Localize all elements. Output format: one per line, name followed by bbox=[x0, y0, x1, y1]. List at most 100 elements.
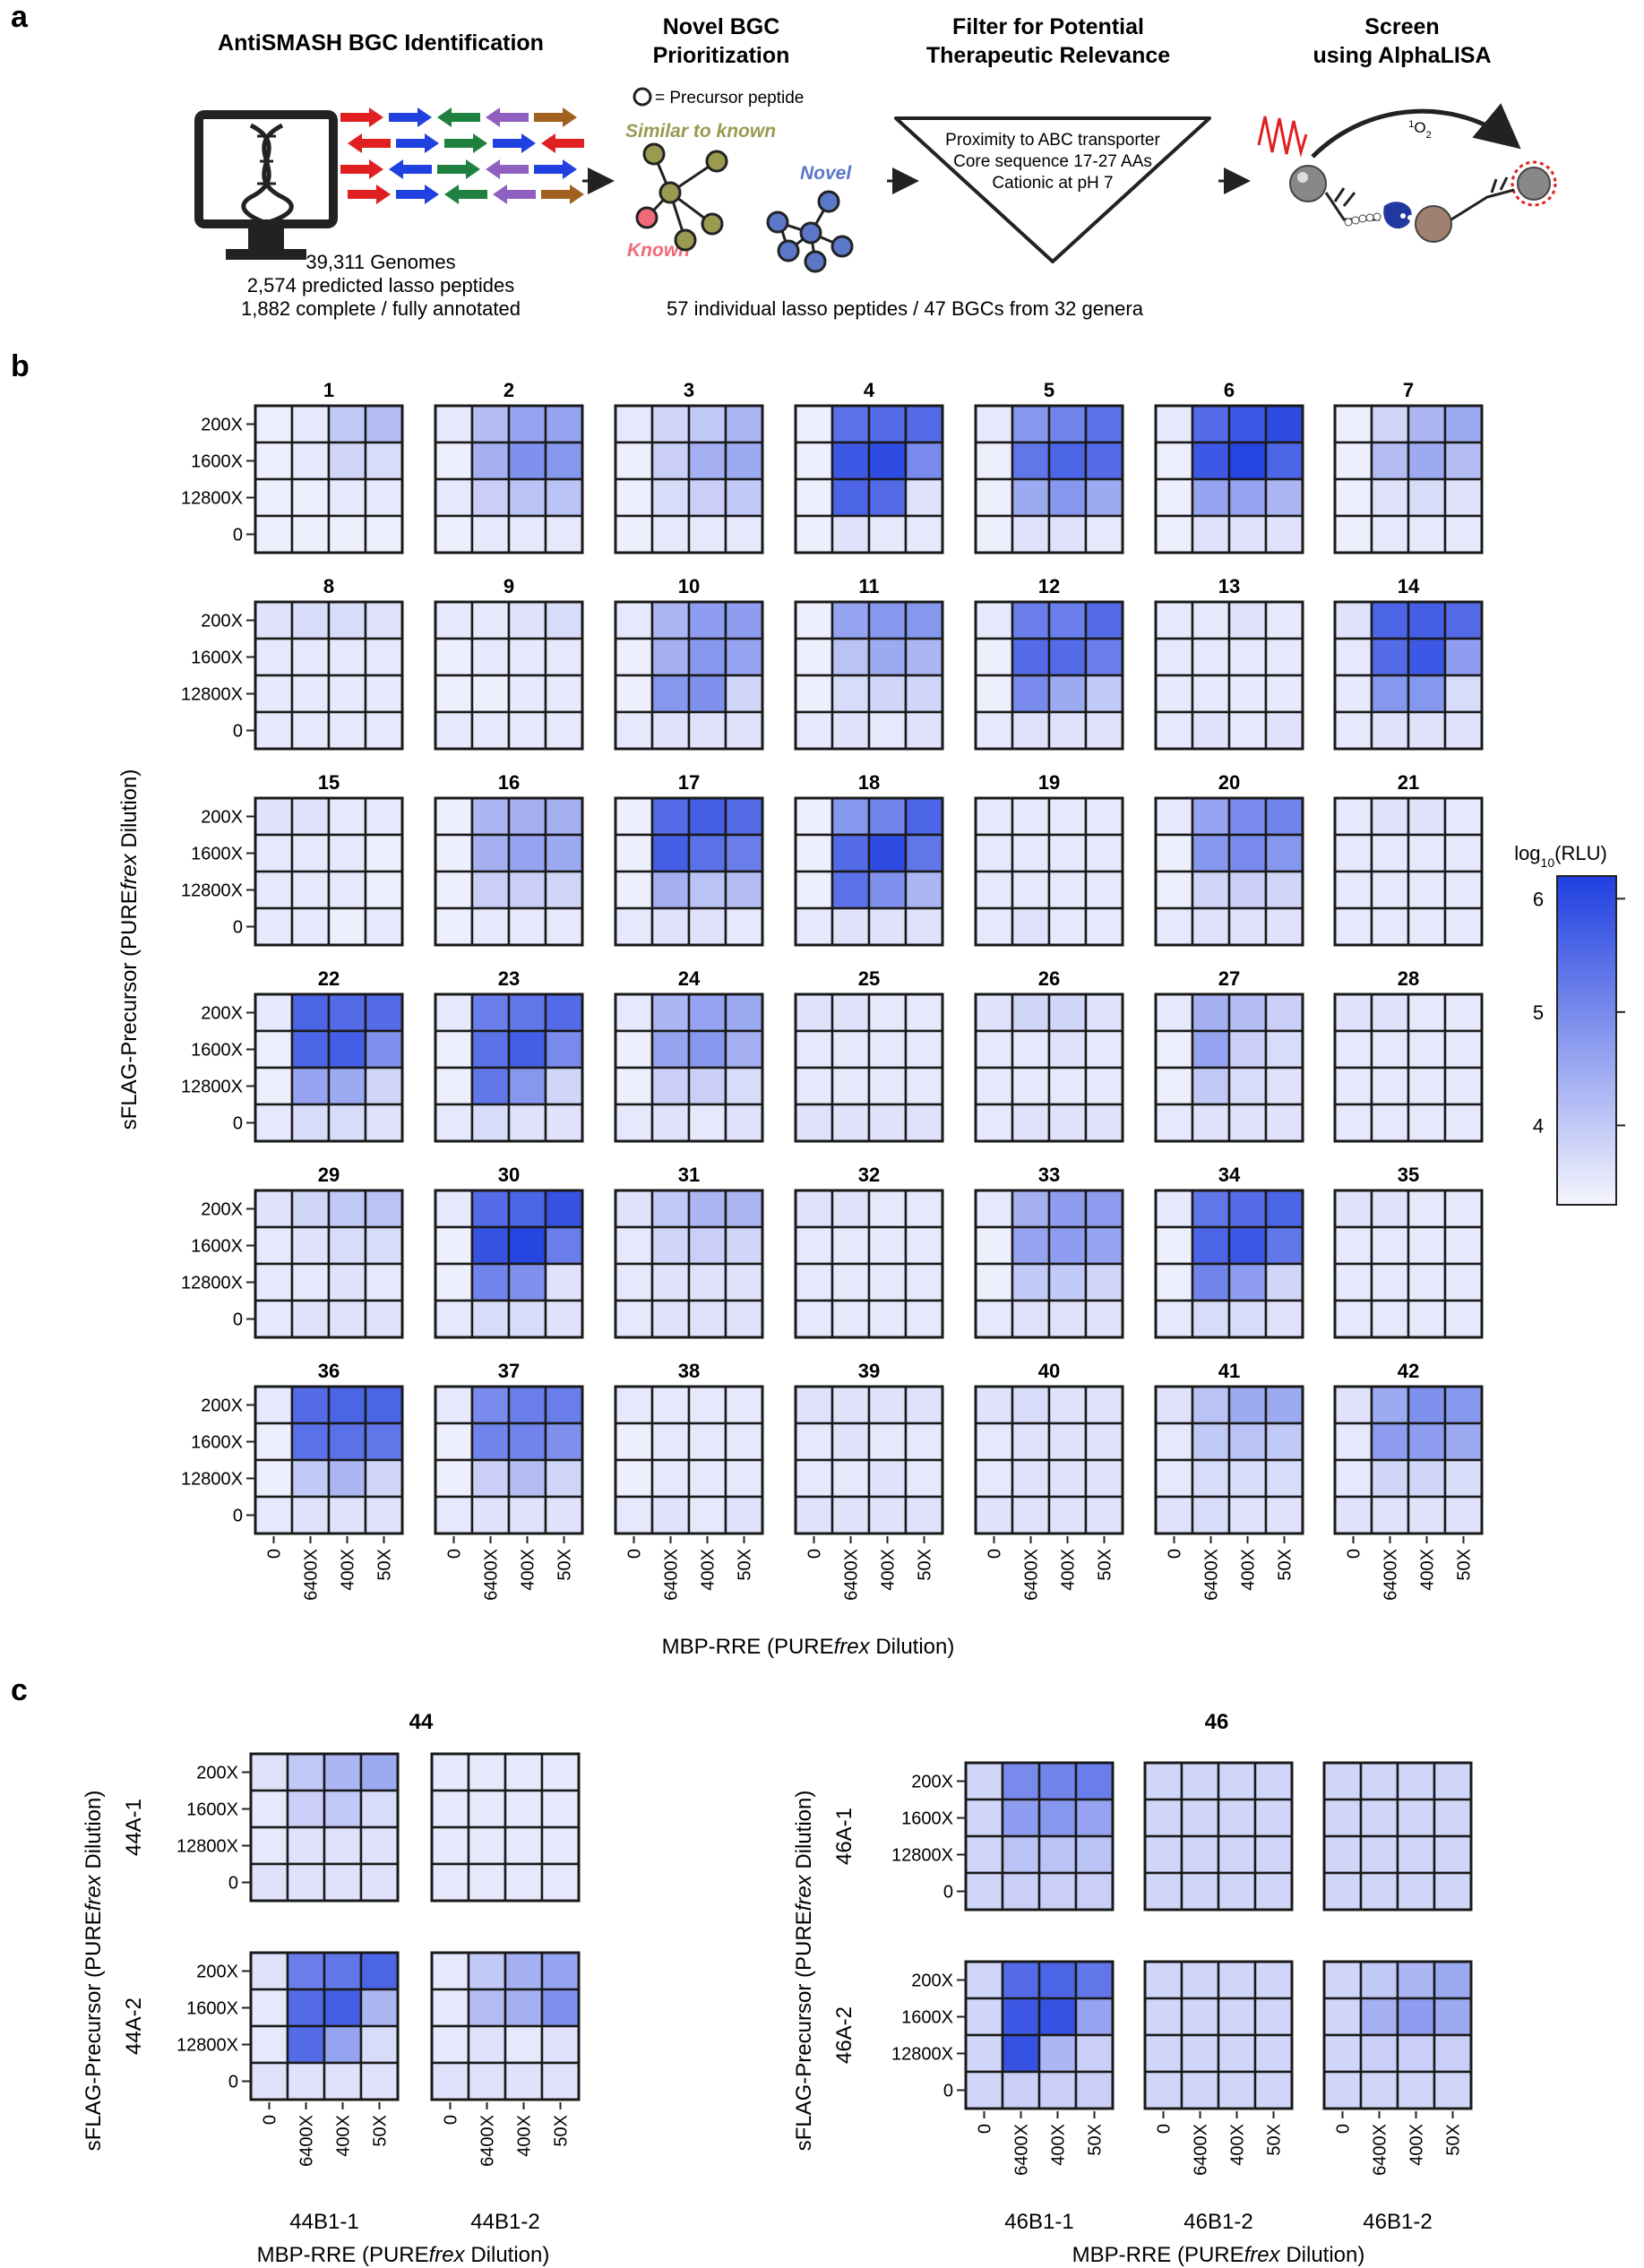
heatmap-cell bbox=[1037, 1834, 1078, 1875]
heatmap-cell bbox=[1396, 1871, 1436, 1911]
panel-c-right-xlabel: MBP-RRE (PUREfrex Dilution) bbox=[1072, 2243, 1365, 2267]
heatmap-cell bbox=[974, 992, 1014, 1033]
heatmap-cell bbox=[1154, 514, 1194, 554]
heatmap-cell bbox=[904, 1066, 944, 1106]
heatmap-cell bbox=[1253, 1871, 1294, 1911]
heatmap-cell bbox=[1154, 1029, 1194, 1070]
heatmap-cell bbox=[724, 1299, 764, 1339]
heatmap-cell bbox=[1370, 1225, 1410, 1266]
col-tick-label: 400X bbox=[1228, 2124, 1248, 2166]
heatmap-cell bbox=[1264, 477, 1304, 518]
heatmap-cell bbox=[964, 1798, 1004, 1838]
filter-funnel-icon bbox=[894, 116, 1211, 263]
heatmap-cell bbox=[1443, 637, 1484, 677]
heatmap-border bbox=[1143, 1960, 1294, 2110]
heatmap-cell bbox=[867, 1189, 908, 1229]
heatmap-cell bbox=[1011, 1299, 1051, 1339]
heatmap-cell bbox=[1011, 1262, 1051, 1302]
row-tick-label: 0 bbox=[943, 1883, 953, 1903]
heatmap-cell bbox=[327, 637, 367, 677]
heatmap-cell bbox=[1396, 1834, 1436, 1875]
heatmap-cell bbox=[1084, 833, 1124, 873]
heatmap-cell bbox=[1154, 404, 1194, 444]
stats-line-2: 2,574 predicted lasso peptides bbox=[247, 274, 514, 296]
heatmap-cell bbox=[687, 1225, 727, 1266]
heatmap-cell bbox=[364, 1029, 404, 1070]
heatmap-cell bbox=[614, 477, 654, 518]
heatmap-cell bbox=[327, 674, 367, 714]
col-tick-label: 400X bbox=[879, 1549, 899, 1591]
colorbar: log10(RLU) 6 5 4 bbox=[1514, 842, 1625, 1206]
heatmap-cell bbox=[867, 992, 908, 1033]
heatmap-title: 6 bbox=[1224, 379, 1235, 401]
heatmap-cell bbox=[867, 1103, 908, 1143]
heatmap-cell bbox=[1407, 992, 1447, 1033]
heatmap-cell bbox=[1333, 906, 1373, 947]
heatmap-cell bbox=[1011, 1103, 1051, 1143]
col-tick-label: 6400X bbox=[662, 1549, 682, 1601]
heatmap-cell bbox=[904, 637, 944, 677]
heatmap-cell bbox=[507, 1422, 547, 1462]
heatmap-cell bbox=[1370, 1385, 1410, 1425]
heatmap-cell bbox=[614, 1066, 654, 1106]
heatmap-cell bbox=[1191, 674, 1231, 714]
heatmap-cell bbox=[724, 1458, 764, 1499]
heatmap-cell bbox=[1322, 2033, 1363, 2074]
row-tick-label: 1600X bbox=[901, 1809, 953, 1829]
heatmap-cell bbox=[1333, 1385, 1373, 1425]
heatmap-cell bbox=[1001, 1960, 1041, 2000]
heatmap-border bbox=[1333, 1385, 1484, 1535]
heatmap-cell bbox=[687, 404, 727, 444]
heatmap-cell bbox=[1084, 870, 1124, 910]
heatmap-border bbox=[434, 404, 584, 554]
heatmap-46A-1-x-46B1-1 bbox=[964, 1761, 1115, 1911]
heatmap-cell bbox=[327, 600, 367, 640]
heatmap-border bbox=[1154, 600, 1304, 751]
col-tick-label: 0 bbox=[625, 1549, 645, 1559]
heatmap-cell bbox=[1407, 1458, 1447, 1499]
heatmap-1 bbox=[254, 404, 404, 554]
heatmap-border bbox=[434, 796, 584, 947]
row-tick-label: 200X bbox=[196, 1764, 238, 1783]
heatmap-cell bbox=[1264, 1458, 1304, 1499]
heatmap-cell bbox=[724, 1029, 764, 1070]
heatmap-cell bbox=[794, 1422, 834, 1462]
heatmap-cell bbox=[1047, 833, 1088, 873]
heatmap-border bbox=[1322, 1960, 1473, 2110]
heatmap-cell bbox=[904, 710, 944, 751]
heatmap-cell bbox=[1191, 1495, 1231, 1535]
heatmap-46A-2-x-46B1-2 bbox=[1143, 1960, 1294, 2110]
heatmap-cell bbox=[1180, 1834, 1220, 1875]
heatmap-cell bbox=[1011, 514, 1051, 554]
heatmap-cell bbox=[687, 1422, 727, 1462]
heatmap-cell bbox=[327, 1225, 367, 1266]
heatmap-cell bbox=[504, 1988, 544, 2028]
row-tick-label: 0 bbox=[228, 2073, 238, 2092]
heatmap-cell bbox=[1154, 1422, 1194, 1462]
heatmap-cell bbox=[470, 870, 511, 910]
heatmap-border bbox=[1154, 1189, 1304, 1339]
heatmap-border bbox=[254, 992, 404, 1143]
heatmap-cell bbox=[434, 1029, 474, 1070]
heatmap-cell bbox=[1370, 477, 1410, 518]
heatmap-cell bbox=[470, 1225, 511, 1266]
heatmap-38 bbox=[614, 1385, 764, 1535]
heatmap-cell bbox=[1143, 1798, 1184, 1838]
heatmap-cell bbox=[323, 1752, 363, 1792]
stats-line-3: 1,882 complete / fully annotated bbox=[241, 297, 521, 320]
heatmap-cell bbox=[290, 441, 331, 481]
heatmap-cell bbox=[254, 1029, 294, 1070]
heatmap-cell bbox=[867, 1458, 908, 1499]
heatmap-cell bbox=[1074, 1997, 1115, 2037]
heatmap-cell bbox=[1443, 833, 1484, 873]
heatmap-cell bbox=[254, 833, 294, 873]
heatmap-cell bbox=[540, 1988, 581, 2028]
heatmap-cell bbox=[831, 1066, 871, 1106]
heatmap-cell bbox=[1154, 1299, 1194, 1339]
heatmap-title: 26 bbox=[1038, 967, 1060, 990]
heatmap-cell bbox=[327, 1495, 367, 1535]
heatmap-border bbox=[1143, 1761, 1294, 1911]
heatmap-cell bbox=[1143, 2033, 1184, 2074]
heatmap-cell bbox=[867, 1262, 908, 1302]
